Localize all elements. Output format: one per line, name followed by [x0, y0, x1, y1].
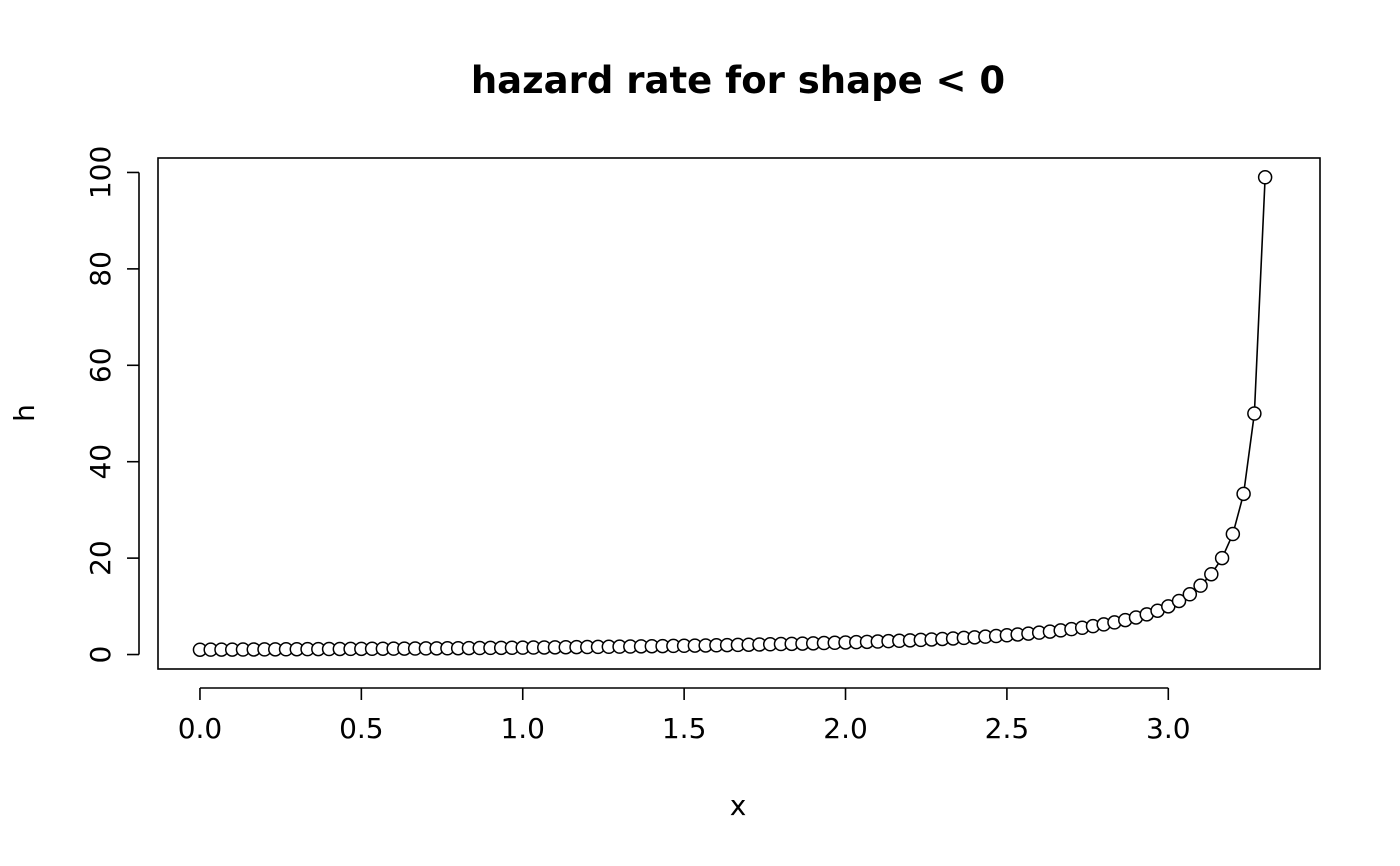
chart-title: hazard rate for shape < 0 — [471, 59, 1005, 102]
y-tick-label: 40 — [84, 444, 117, 480]
y-axis-label: h — [8, 404, 41, 422]
data-point — [1247, 406, 1262, 421]
y-tick-label: 60 — [84, 347, 117, 383]
data-point — [1214, 550, 1230, 566]
y-axis: 0 20 40 60 80 100 — [84, 146, 140, 664]
data-point — [1171, 593, 1187, 609]
x-tick-label: 2.5 — [985, 712, 1030, 745]
y-tick-label: 100 — [84, 146, 117, 199]
data-point — [1225, 526, 1241, 542]
data-point — [1204, 566, 1219, 582]
data-point — [1257, 170, 1273, 185]
x-tick-label: 1.5 — [662, 712, 707, 745]
data-point — [1182, 587, 1198, 602]
plot-frame — [157, 157, 1321, 670]
y-tick-label: 20 — [84, 540, 117, 576]
data-point — [1193, 578, 1208, 593]
x-axis-label: x — [730, 789, 747, 822]
x-axis: 0.0 0.5 1.0 1.5 2.0 2.5 3.0 — [178, 687, 1191, 745]
x-tick-label: 0.0 — [178, 712, 223, 745]
x-tick-label: 1.0 — [500, 712, 545, 745]
data-point — [1236, 486, 1251, 502]
y-tick-label: 0 — [84, 646, 117, 664]
x-tick-label: 0.5 — [339, 712, 384, 745]
x-tick-label: 3.0 — [1146, 712, 1191, 745]
data-points — [192, 170, 1273, 657]
y-tick-label: 80 — [84, 251, 117, 287]
series-line — [199, 177, 1266, 651]
x-tick-label: 2.0 — [823, 712, 868, 745]
